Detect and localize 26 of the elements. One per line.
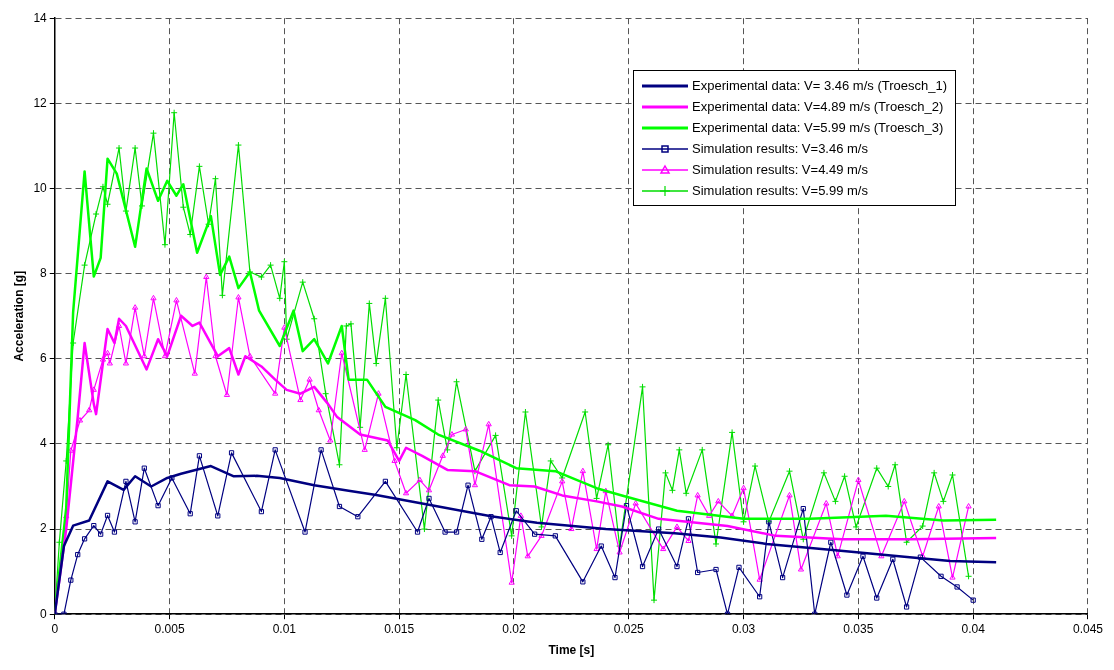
y-tick-label: 2 [40,521,48,536]
x-tick-label: 0.035 [843,621,874,636]
x-tick-label: 0.015 [384,621,415,636]
legend-label: Simulation results: V=3.46 m/s [692,141,868,156]
legend-label: Experimental data: V=5.99 m/s (Troesch_3) [692,120,944,135]
x-tick-label: 0.025 [613,621,645,636]
y-tick-label: 14 [33,10,48,25]
y-tick-label: 10 [33,180,48,195]
y-tick-label: 4 [40,436,48,451]
x-tick-label: 0.03 [731,621,756,636]
x-tick-label: 0.02 [502,621,526,636]
legend-label: Experimental data: V= 3.46 m/s (Troesch_1) [692,78,947,93]
x-tick-label: 0.04 [961,621,986,636]
x-tick-label: 0.045 [1072,621,1104,636]
y-tick-label: 6 [40,351,48,366]
legend-label: Experimental data: V=4.89 m/s (Troesch_2) [692,99,944,114]
y-tick-label: 0 [40,606,48,621]
y-tick-label: 8 [40,265,48,280]
x-axis-title: Time [s] [548,643,595,658]
x-tick-label: 0 [51,621,59,636]
y-tick-label: 12 [33,95,48,110]
legend-label: Simulation results: V=5.99 m/s [692,183,868,198]
x-tick-label: 0.01 [272,621,297,636]
legend-label: Simulation results: V=4.49 m/s [692,162,868,177]
y-axis-title: Acceleration [g] [11,270,26,362]
x-tick-label: 0.005 [154,621,185,636]
